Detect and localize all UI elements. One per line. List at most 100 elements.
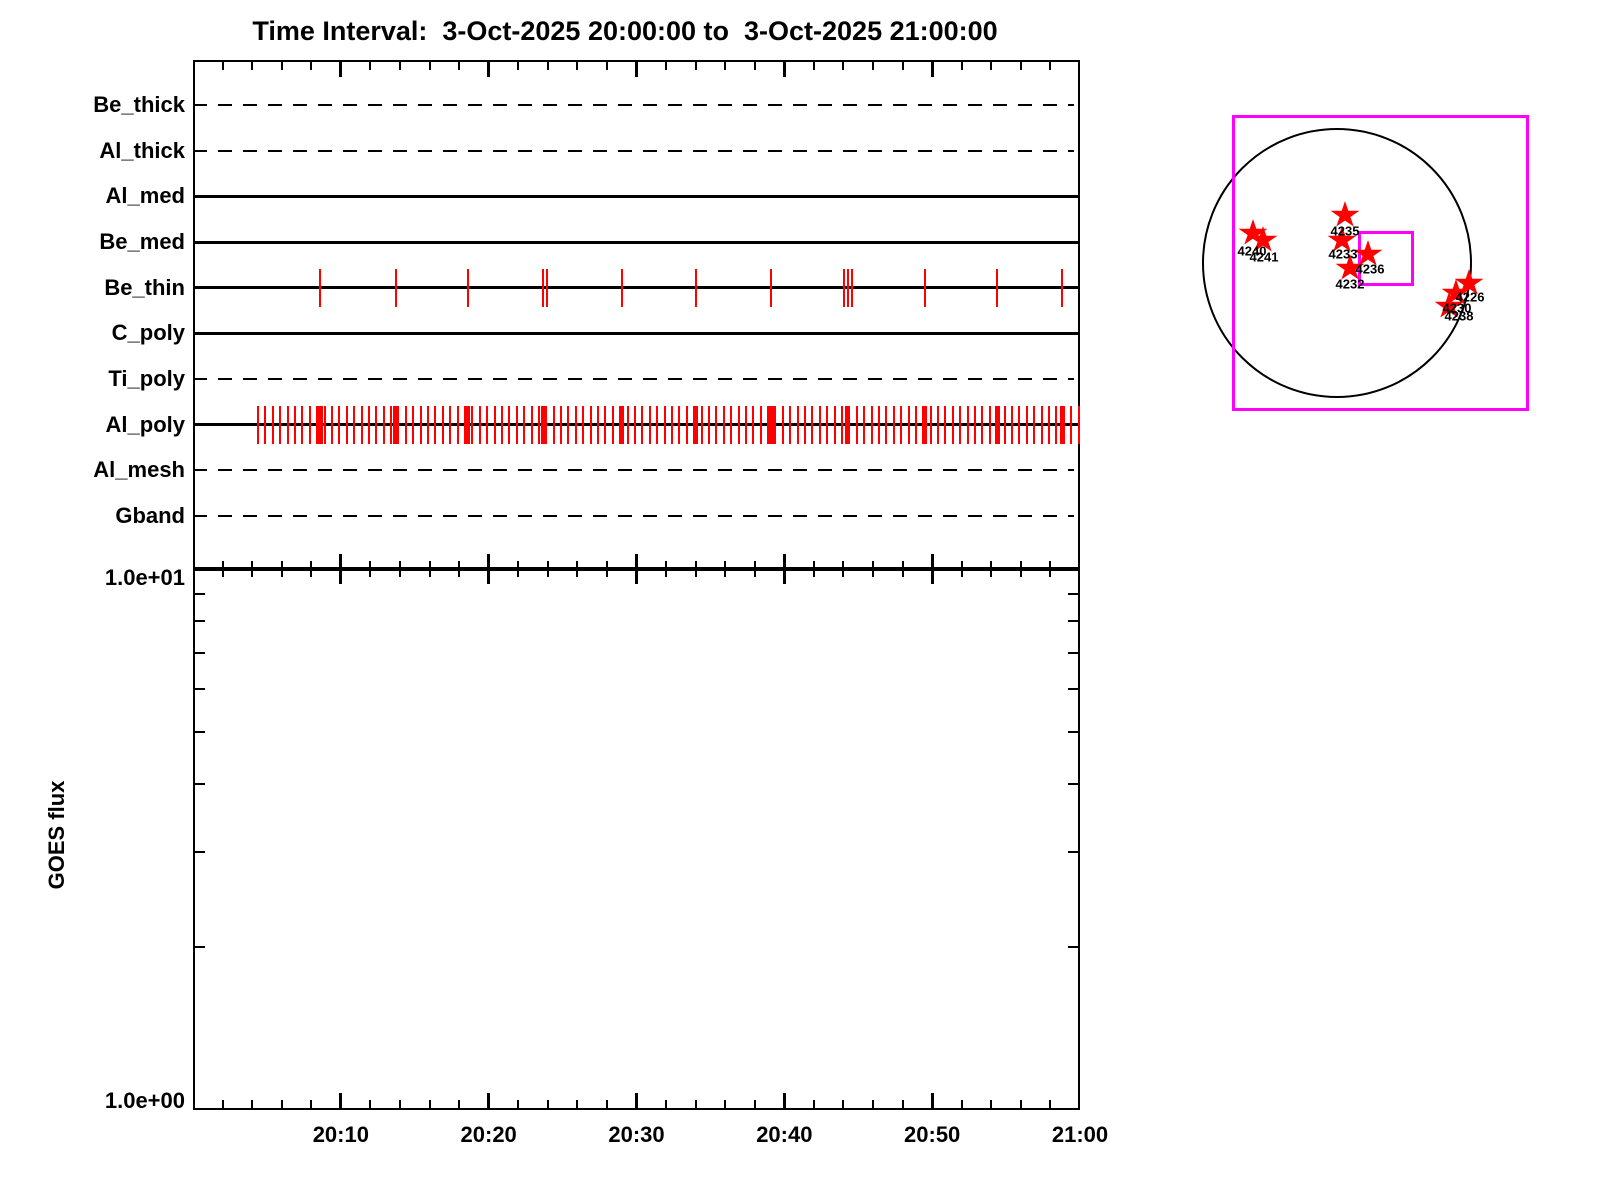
exposure-tick-Al_poly (768, 405, 774, 444)
x-major-tick (930, 1093, 934, 1108)
x-minor-tick (458, 561, 461, 577)
x-minor-tick (221, 1100, 224, 1108)
exposure-tick-Al_poly (486, 405, 489, 444)
exposure-tick-Al_poly (257, 405, 260, 444)
x-minor-tick (546, 1100, 549, 1108)
x-minor-tick (1049, 62, 1052, 70)
x-minor-tick (901, 1100, 904, 1108)
exposure-tick-Al_poly (900, 405, 903, 444)
x-minor-tick (398, 62, 401, 70)
exposure-tick-Al_poly (464, 405, 466, 444)
x-minor-tick (990, 1100, 993, 1108)
exposure-tick-Al_poly (478, 405, 481, 444)
exposure-tick-Al_poly (1010, 405, 1013, 444)
exposure-tick-Be_thin (850, 268, 853, 307)
exposure-tick-Al_poly (774, 405, 777, 444)
exposure-tick-Be_thin (1061, 268, 1064, 307)
exposure-tick-Al_poly (885, 405, 888, 444)
exposure-tick-Be_thin (770, 268, 773, 307)
x-tick-label: 20:30 (608, 1122, 665, 1147)
exposure-tick-Al_poly (441, 405, 444, 444)
exposure-tick-Al_poly (574, 405, 577, 444)
exposure-tick-Al_poly (1025, 405, 1028, 444)
exposure-tick-Al_poly (994, 405, 1000, 444)
x-minor-tick (221, 62, 224, 70)
exposure-tick-Al_poly (937, 405, 940, 444)
filter-line-Ti_poly (193, 378, 1074, 381)
exposure-tick-Al_poly (914, 405, 917, 444)
exposure-tick-Al_poly (959, 405, 962, 444)
x-major-tick (930, 62, 934, 77)
x-minor-tick (517, 561, 520, 577)
exposure-tick-Be_thin (466, 268, 469, 307)
filter-label-Al_thick: Al_thick (99, 137, 185, 163)
goes-y-minor-tick (195, 651, 205, 654)
goes-y-minor-tick (1068, 783, 1078, 786)
x-tick-label: 20:10 (312, 1122, 369, 1147)
exposure-tick-Al_poly (449, 405, 452, 444)
exposure-tick-Be_thin (923, 268, 926, 307)
outer-fov-box (1232, 115, 1529, 411)
exposure-tick-Al_poly (648, 405, 651, 444)
exposure-tick-Be_thin (694, 268, 697, 307)
x-minor-tick (842, 561, 845, 577)
exposure-tick-Al_poly (737, 405, 740, 444)
exposure-tick-Al_poly (619, 405, 625, 444)
exposure-tick-Al_poly (545, 405, 548, 444)
x-minor-tick (990, 62, 993, 70)
x-minor-tick (960, 62, 963, 70)
x-minor-tick (753, 1100, 756, 1108)
x-minor-tick (369, 1100, 372, 1108)
exposure-tick-Al_poly (929, 405, 932, 444)
exposure-tick-Al_poly (360, 405, 363, 444)
x-minor-tick (546, 561, 549, 577)
exposure-tick-Al_poly (582, 405, 585, 444)
filter-line-Al_poly (193, 423, 1080, 427)
x-minor-tick (576, 1100, 579, 1108)
x-minor-tick (665, 62, 668, 70)
exposure-tick-Al_poly (301, 405, 304, 444)
x-minor-tick (369, 62, 372, 70)
goes-y-minor-tick (1068, 850, 1078, 853)
exposure-tick-Al_poly (375, 405, 378, 444)
x-minor-tick (369, 561, 372, 577)
exposure-tick-Al_poly (1059, 405, 1065, 444)
x-minor-tick (753, 62, 756, 70)
filter-label-Be_med: Be_med (99, 229, 185, 254)
filter-line-Be_thin (193, 286, 1080, 290)
active-region-label-4241: 4241 (1249, 249, 1279, 265)
exposure-tick-Al_poly (1047, 405, 1050, 444)
x-minor-tick (665, 1100, 668, 1108)
solar-disk-circle (1202, 128, 1472, 398)
exposure-tick-Al_poly (641, 405, 644, 444)
exposure-tick-Al_poly (367, 405, 370, 444)
x-minor-tick (960, 561, 963, 577)
exposure-tick-Al_poly (1033, 405, 1036, 444)
x-minor-tick (428, 62, 431, 70)
exposure-tick-Al_poly (722, 405, 725, 444)
exposure-tick-Al_poly (855, 405, 858, 444)
exposure-tick-Al_poly (397, 405, 400, 444)
active-region-label-4226: 4226 (1455, 289, 1485, 305)
goes-y-minor-tick (195, 850, 205, 853)
x-minor-tick (753, 561, 756, 577)
x-minor-tick (251, 561, 254, 577)
exposure-tick-Al_poly (845, 405, 851, 444)
filter-label-Al_mesh: Al_mesh (93, 457, 185, 483)
filter-label-C_poly: C_poly (111, 320, 185, 346)
exposure-tick-Al_poly (500, 405, 503, 444)
x-minor-tick (812, 1100, 815, 1108)
active-region-label-4232: 4232 (1335, 276, 1365, 292)
exposure-tick-Be_thin (620, 268, 623, 307)
exposure-tick-Al_poly (951, 405, 954, 444)
exposure-tick-Al_poly (789, 405, 792, 444)
exposure-tick-Al_poly (870, 405, 873, 444)
filter-label-Al_poly: Al_poly (105, 411, 185, 437)
exposure-tick-Al_poly (264, 405, 267, 444)
goes-ytick-label-top: 1.0e+01 (104, 565, 185, 590)
exposure-tick-Al_poly (966, 405, 969, 444)
exposure-tick-Al_poly (308, 405, 311, 444)
exposure-tick-Al_poly (781, 405, 784, 444)
exposure-tick-Al_poly (826, 405, 829, 444)
filter-label-Ti_poly: Ti_poly (108, 366, 185, 392)
